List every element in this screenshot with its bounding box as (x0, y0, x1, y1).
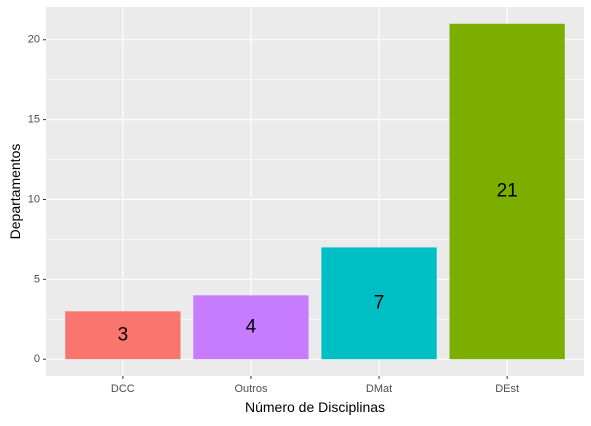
y-axis: 0 5 10 15 20 (28, 34, 46, 365)
x-tick-label: DEst (495, 383, 519, 395)
y-tick-label: 15 (28, 114, 40, 126)
x-tick-label: Outros (234, 383, 268, 395)
x-axis: DCC Outros DMat DEst (111, 376, 519, 395)
y-tick-label: 20 (28, 34, 40, 46)
data-label-outros: 4 (246, 316, 257, 337)
bar-outros (193, 295, 309, 360)
data-labels: 3 4 7 21 (118, 181, 518, 346)
y-tick-label: 0 (34, 353, 40, 365)
x-tick-label: DCC (111, 383, 135, 395)
x-tick-label: DMat (366, 383, 392, 395)
y-tick-label: 10 (28, 193, 40, 205)
bars (65, 23, 565, 360)
bar-dmat (321, 247, 437, 360)
data-label-dmat: 7 (374, 292, 385, 313)
x-axis-title: Número de Disciplinas (245, 399, 385, 415)
bar-dcc (65, 311, 181, 360)
data-label-dest: 21 (497, 181, 518, 202)
y-axis-title: Departamentos (7, 144, 23, 240)
data-label-dcc: 3 (118, 324, 129, 345)
y-tick-label: 5 (34, 273, 40, 285)
bar-dest (449, 23, 565, 360)
